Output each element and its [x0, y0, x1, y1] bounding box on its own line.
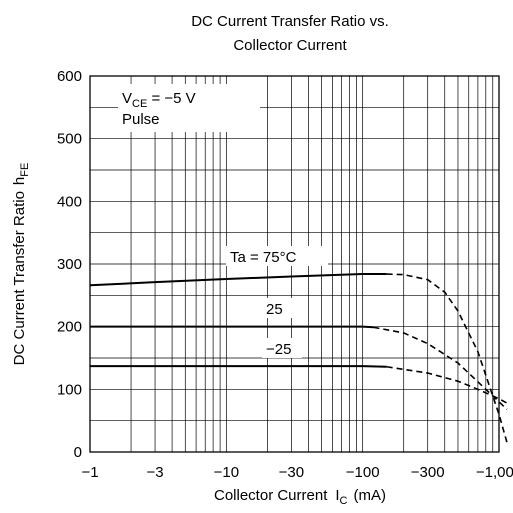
chart-title-line2: Collector Current [233, 37, 347, 54]
y-axis-label-symbol: h [11, 177, 28, 185]
x-axis-label: Collector Current IC (mA) [214, 487, 386, 507]
series-line-solid-2 [90, 365, 387, 368]
x-axis-label-text: Collector Current [214, 487, 328, 504]
chart-title-line1: DC Current Transfer Ratio vs. [191, 13, 389, 30]
series-label-bg-minus25 [262, 338, 302, 358]
y-tick-label: 300 [57, 256, 82, 273]
condition-vce-value: = −5 V [147, 90, 195, 107]
x-tick-label: −100 [346, 464, 380, 481]
y-tick-label: 400 [57, 193, 82, 210]
curves [89, 273, 508, 443]
x-tick-label: −10 [214, 464, 239, 481]
y-tick-label: 100 [57, 381, 82, 398]
series-label-25: 25 [266, 301, 283, 318]
plot-frame [89, 75, 500, 453]
x-axis-label-unit: (mA) [354, 487, 387, 504]
x-tick-label: −1,000 [476, 464, 513, 481]
y-axis-label: DC Current Transfer Ratio hFE [11, 163, 31, 366]
condition-vce-sub: CE [132, 98, 147, 110]
condition-vce: VCE = −5 V [122, 90, 196, 110]
series-line-solid-0 [89, 273, 387, 287]
series-line-solid-1 [90, 325, 374, 329]
y-tick-label: 600 [57, 68, 82, 85]
conditions-box [118, 84, 260, 132]
y-tick-label: 200 [57, 319, 82, 336]
y-axis-label-sub: FE [19, 163, 31, 177]
x-tick-label: −300 [411, 464, 445, 481]
condition-vce-symbol: V [122, 90, 132, 107]
x-axis-label-sub: C [340, 495, 348, 507]
x-tick-label: −1 [81, 464, 98, 481]
series-line-dashed-0 [386, 273, 508, 443]
y-tick-label: 0 [74, 444, 82, 461]
series-label-minus25: −25 [266, 341, 291, 358]
y-tick-label: 500 [57, 131, 82, 148]
x-axis-label-symbol: I [335, 487, 339, 504]
condition-pulse: Pulse [122, 111, 160, 128]
series-label-bg-75 [226, 246, 328, 266]
x-tick-label: −30 [279, 464, 304, 481]
x-tick-label: −3 [146, 464, 163, 481]
y-axis-label-text: DC Current Transfer Ratio [11, 191, 28, 365]
tick-labels: −1 −3 −10 −30 −100 −300 −1,000 0 100 200 300 400 500… [57, 68, 513, 481]
series-line-dashed-2 [386, 365, 508, 404]
series-label-bg-25 [262, 298, 292, 318]
series-line-dashed-1 [373, 326, 508, 410]
series-label-75: Ta = 75°C [230, 249, 297, 266]
